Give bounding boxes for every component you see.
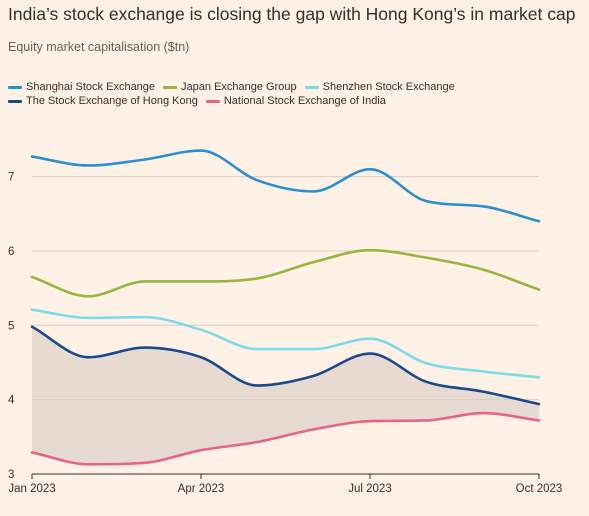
series-line-shenzhen-stock-exchange — [30, 308, 541, 379]
chart-legend: Shanghai Stock Exchange Japan Exchange G… — [8, 80, 568, 108]
series-line-japan-exchange-group — [30, 248, 541, 298]
series-line-the-stock-exchange-of-hong-kong — [30, 325, 541, 406]
y-tick-label-7: 7 — [8, 172, 14, 184]
y-tick-label-5: 5 — [8, 320, 14, 332]
legend-item-shanghai: Shanghai Stock Exchange — [8, 81, 155, 93]
x-tick-label-2023-07: Jul 2023 — [348, 483, 391, 495]
legend-swatch-japan — [163, 85, 178, 89]
x-tick-label-2023-01: Jan 2023 — [8, 483, 55, 495]
shaded-gap-area — [32, 326, 539, 465]
legend-label-japan: Japan Exchange Group — [181, 81, 297, 93]
legend-item-india: National Stock Exchange of India — [205, 95, 386, 107]
legend-label-shanghai: Shanghai Stock Exchange — [26, 81, 156, 93]
legend-label-hong-kong: The Stock Exchange of Hong Kong — [26, 95, 198, 107]
x-tick-label-2023-04: Apr 2023 — [178, 483, 225, 495]
legend-swatch-shanghai — [8, 85, 22, 89]
x-tick-label-2023-10: Oct 2023 — [516, 483, 563, 495]
chart-title: India’s stock exchange is closing the ga… — [8, 4, 576, 24]
y-tick-label-6: 6 — [8, 246, 14, 258]
series-line-national-stock-exchange-of-india — [30, 411, 541, 466]
legend-swatch-hong-kong — [8, 99, 22, 103]
legend-label-shenzhen: Shenzhen Stock Exchange — [322, 81, 455, 93]
chart-subtitle: Equity market capitalisation ($tn) — [8, 40, 190, 54]
legend-item-shenzhen: Shenzhen Stock Exchange — [304, 81, 455, 93]
legend-swatch-india — [205, 99, 220, 103]
legend-label-india: National Stock Exchange of India — [223, 95, 386, 107]
y-tick-label-4: 4 — [8, 395, 15, 407]
legend-swatch-shenzhen — [304, 85, 319, 89]
legend-item-hong-kong: The Stock Exchange of Hong Kong — [8, 95, 198, 107]
legend-item-japan: Japan Exchange Group — [163, 81, 297, 93]
y-tick-label-3: 3 — [8, 469, 14, 481]
series-line-shanghai-stock-exchange — [30, 149, 541, 223]
